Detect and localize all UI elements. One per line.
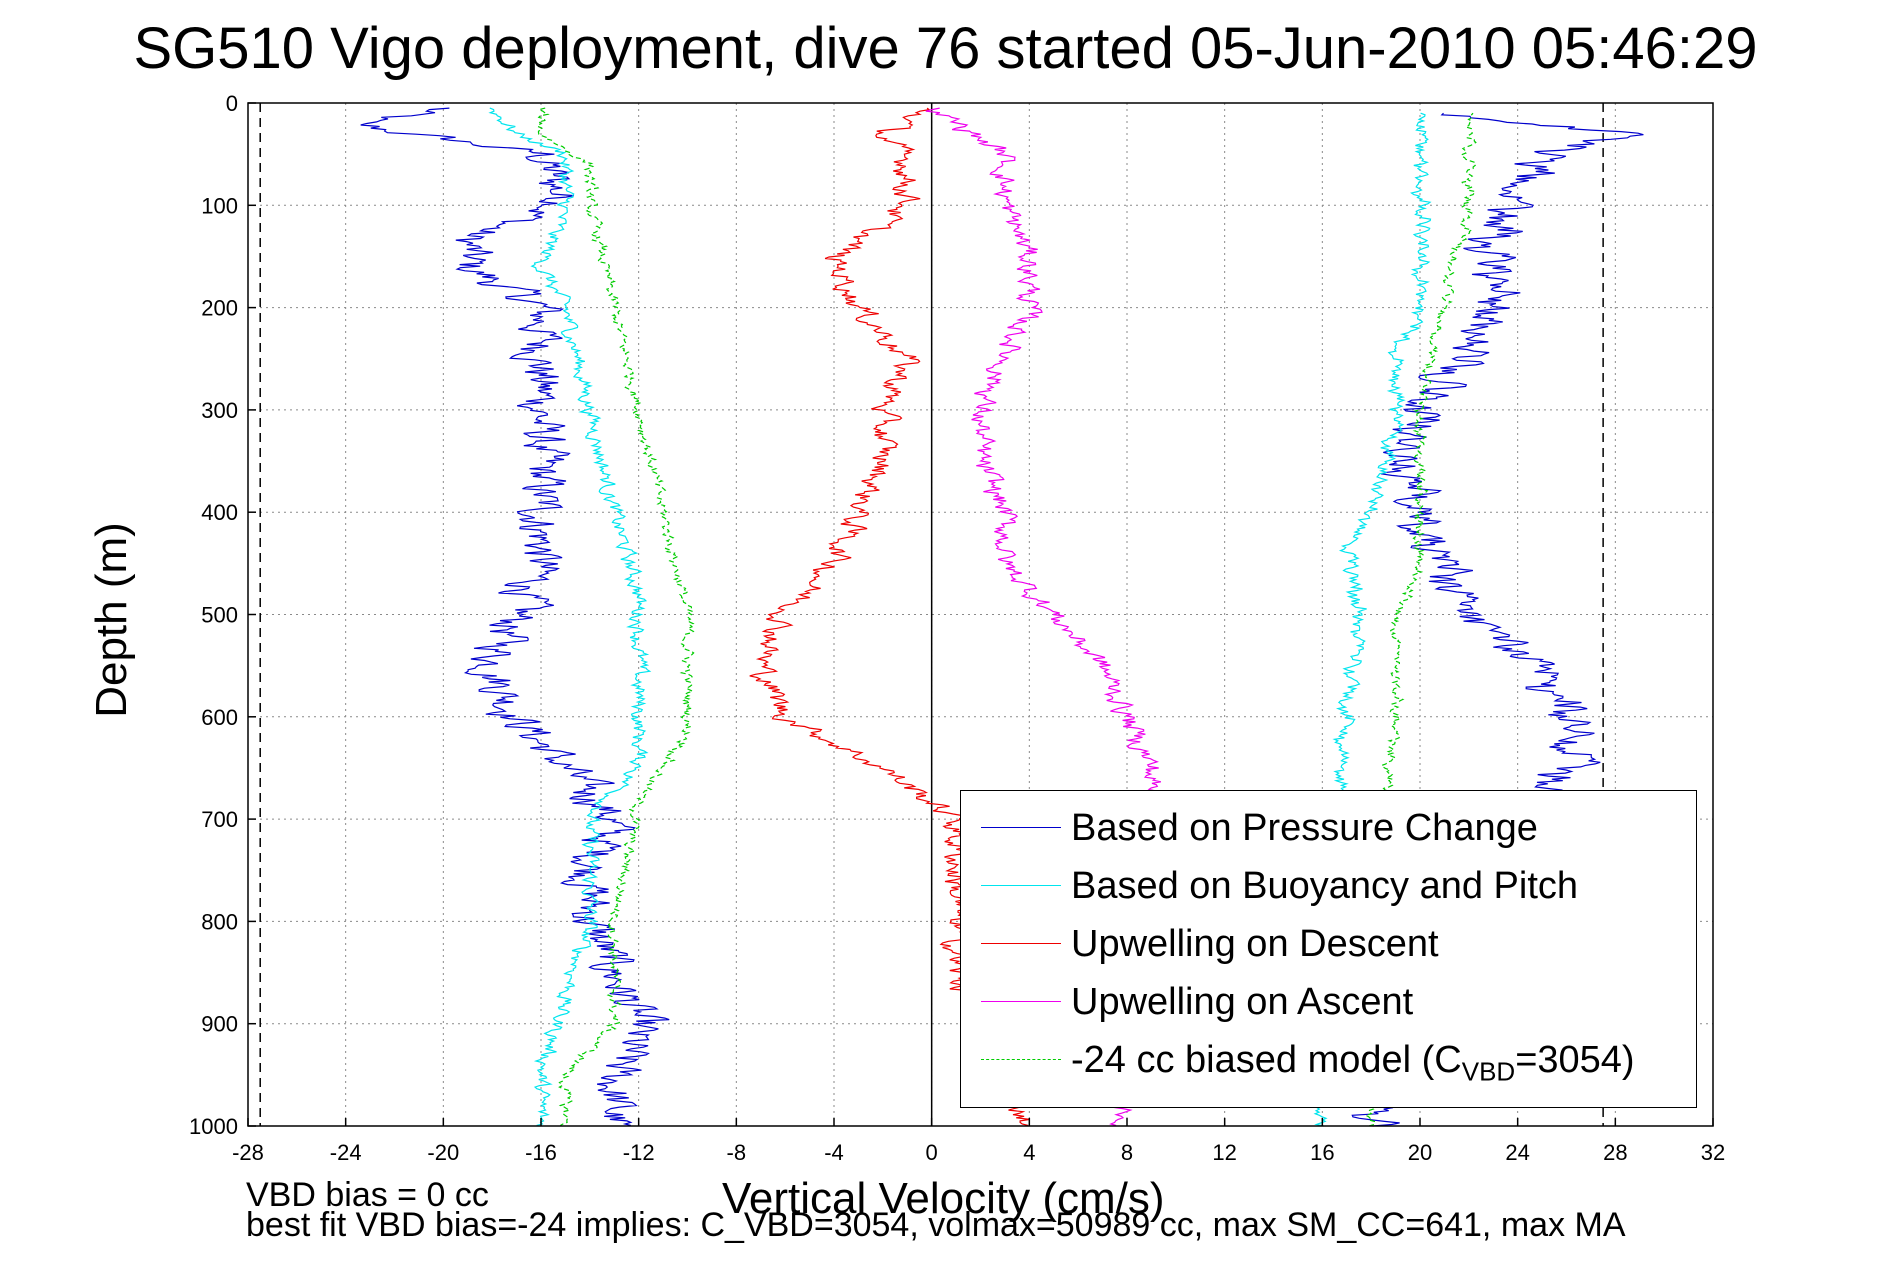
legend-swatch — [981, 1059, 1061, 1060]
legend-item-pressure: Based on Pressure Change — [961, 799, 1696, 855]
reference-lines — [259, 103, 1604, 1126]
x-tick-label: 12 — [1212, 1140, 1236, 1165]
chart-title: SG510 Vigo deployment, dive 76 started 0… — [133, 16, 1758, 81]
y-tick-label: 400 — [201, 500, 238, 525]
series-line-buoy_descent — [488, 107, 652, 1127]
legend-item-upwelling-descent: Upwelling on Descent — [961, 915, 1696, 971]
y-tick-label: 800 — [201, 909, 238, 934]
legend-swatch — [981, 827, 1061, 828]
y-tick-label: 600 — [201, 705, 238, 730]
series-line-pressure_descent — [360, 107, 670, 1127]
legend-item-buoyancy: Based on Buoyancy and Pitch — [961, 857, 1696, 913]
legend-label: Based on Buoyancy and Pitch — [1071, 865, 1579, 907]
legend-label: Upwelling on Descent — [1071, 923, 1439, 965]
y-tick-labels: 0 100 200 300 400 500 600 700 800 900 1000 — [189, 91, 256, 1139]
x-tick-label: -24 — [330, 1140, 362, 1165]
legend-swatch — [981, 1001, 1061, 1002]
x-tick-label: 28 — [1603, 1140, 1627, 1165]
y-tick-label: 900 — [201, 1012, 238, 1037]
x-tick-label: 16 — [1310, 1140, 1334, 1165]
y-tick-label: 100 — [201, 193, 238, 218]
legend-label-tail: =3054) — [1515, 1039, 1635, 1081]
y-tick-label: 700 — [201, 807, 238, 832]
y-tick-label: 500 — [201, 603, 238, 628]
x-tick-label: -4 — [824, 1140, 844, 1165]
legend-label-subscript: VBD — [1461, 1056, 1516, 1087]
legend-swatch — [981, 885, 1061, 886]
x-tick-labels: -28 -24 -20 -16 -12 -8 -4 0 4 8 12 16 20 24 28 32 — [232, 1118, 1725, 1165]
y-axis-label: Depth (m) — [87, 522, 136, 718]
y-tick-label: 300 — [201, 398, 238, 423]
legend-label-main: -24 cc biased model (C — [1071, 1039, 1462, 1081]
legend: Based on Pressure Change Based on Buoyan… — [960, 790, 1697, 1108]
legend-swatch — [981, 943, 1061, 944]
x-tick-label: 0 — [926, 1140, 938, 1165]
legend-label: Upwelling on Ascent — [1071, 981, 1414, 1023]
x-tick-label: 20 — [1408, 1140, 1432, 1165]
x-axis-label: Vertical Velocity (cm/s) — [722, 1174, 1165, 1223]
x-tick-label: -16 — [525, 1140, 557, 1165]
legend-item-biased-model: -24 cc biased model (CVBD=3054) — [961, 1031, 1696, 1087]
y-tick-label: 1000 — [189, 1114, 238, 1139]
vbd-bias-note: VBD bias = 0 cc — [246, 1176, 489, 1214]
x-tick-label: 8 — [1121, 1140, 1133, 1165]
legend-item-upwelling-ascent: Upwelling on Ascent — [961, 973, 1696, 1029]
series-line-model_descent — [537, 107, 695, 1127]
x-tick-label: -12 — [623, 1140, 655, 1165]
legend-label: -24 cc biased model (CVBD=3054) — [1071, 1039, 1635, 1088]
x-tick-label: -20 — [427, 1140, 459, 1165]
legend-label: Based on Pressure Change — [1071, 807, 1538, 849]
x-tick-label: 32 — [1701, 1140, 1725, 1165]
x-tick-label: -8 — [727, 1140, 747, 1165]
y-tick-label: 0 — [226, 91, 238, 116]
y-tick-label: 200 — [201, 296, 238, 321]
x-tick-label: 4 — [1023, 1140, 1035, 1165]
best-fit-note: best fit VBD bias=-24 implies: C_VBD=305… — [246, 1206, 1626, 1244]
x-tick-label: 24 — [1505, 1140, 1529, 1165]
x-tick-label: -28 — [232, 1140, 264, 1165]
